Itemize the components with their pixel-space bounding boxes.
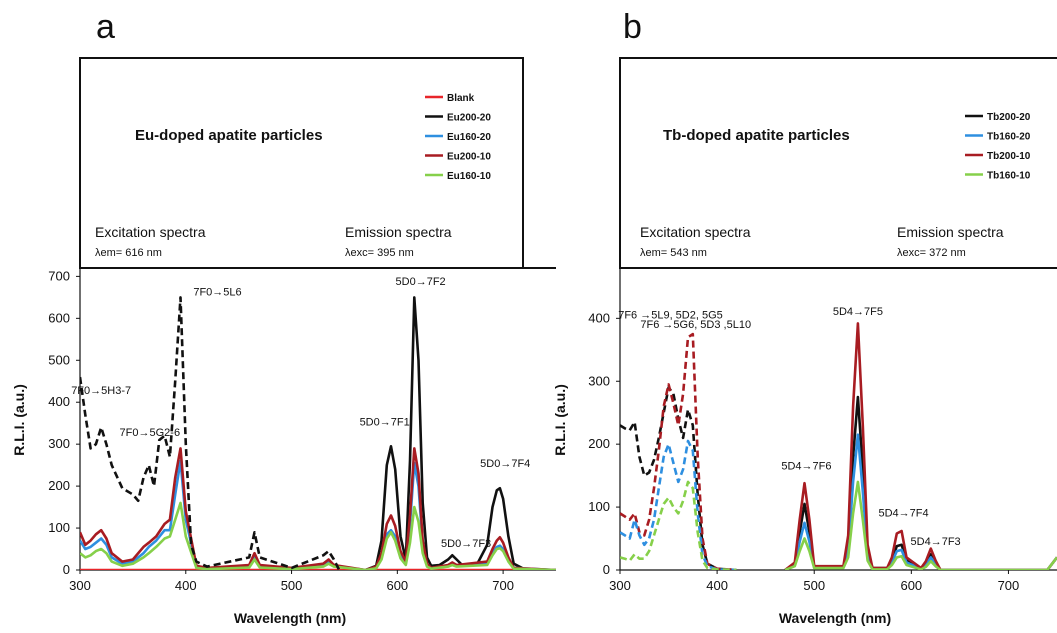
y-tick-label: 300 <box>588 373 610 388</box>
plot-area-b: 300 400 500 600 700 0 100 200 300 400 7F6 →5L9, 5D… <box>588 267 1057 593</box>
y-tick-label: 0 <box>63 562 70 577</box>
legend-entry: Tb160-20 <box>987 132 1031 143</box>
series-line <box>784 322 1057 570</box>
panel-a: Eu-doped apatite particles Excitation sp… <box>11 57 556 626</box>
legend-entry: Blank <box>447 93 475 104</box>
series-line <box>80 447 556 570</box>
peak-annotation: 7F0→5L6 <box>193 286 241 298</box>
y-tick-label: 600 <box>48 310 70 325</box>
peak-annotation: 7F0→5G2-6 <box>120 427 181 439</box>
y-tick-label: 200 <box>588 436 610 451</box>
excitation-sub-b: λem= 543 nm <box>640 247 707 259</box>
legend-entry: Eu200-10 <box>447 152 491 163</box>
excitation-sub-a: λem= 616 nm <box>95 247 162 259</box>
y-tick-label: 0 <box>603 562 610 577</box>
y-tick-label: 700 <box>48 268 70 283</box>
y-tick-label: 100 <box>588 499 610 514</box>
series-line <box>620 332 737 570</box>
emission-label-b: Emission spectra <box>897 224 1004 240</box>
legend-entry: Eu200-20 <box>447 113 491 124</box>
x-tick-label: 500 <box>281 578 303 593</box>
title-b: Tb-doped apatite particles <box>663 127 850 144</box>
x-axis-label-b: Wavelength (nm) <box>779 610 891 626</box>
legend-b: Tb200-20 Tb160-20 Tb200-10 Tb160-10 <box>965 112 1031 182</box>
series-line <box>784 480 1057 570</box>
peak-annotation: 7F6 →5L9, 5D2, 5G5 <box>618 309 723 321</box>
panel-b: Tb-doped apatite particles Excitation sp… <box>552 57 1057 626</box>
y-tick-label: 400 <box>48 394 70 409</box>
peak-annotation: 5D4→7F5 <box>833 306 883 318</box>
x-tick-label: 400 <box>706 578 728 593</box>
legend-entry: Eu160-10 <box>447 171 491 182</box>
peak-annotation: 5D0→7F3 <box>441 538 491 550</box>
series-line <box>80 296 341 570</box>
legend-a: Blank Eu200-20 Eu160-20 Eu200-10 Eu160-10 <box>425 93 491 182</box>
legend-entry: Tb200-20 <box>987 112 1031 123</box>
y-tick-label: 400 <box>588 310 610 325</box>
peak-annotation: 5D0→7F2 <box>396 276 446 288</box>
series-group <box>80 296 556 570</box>
emission-sub-a: λexc= 395 nm <box>345 247 414 259</box>
peak-annotation: 5D0→7F4 <box>480 458 530 470</box>
peak-annotation: 5D4→7F4 <box>878 508 928 520</box>
legend-entry: Eu160-20 <box>447 132 491 143</box>
legend-entry: Tb200-10 <box>987 151 1031 162</box>
title-a: Eu-doped apatite particles <box>135 127 323 144</box>
x-tick-label: 400 <box>175 578 197 593</box>
panel-letter-a: a <box>96 8 115 46</box>
series-line <box>365 296 556 570</box>
y-tick-label: 500 <box>48 352 70 367</box>
emission-sub-b: λexc= 372 nm <box>897 247 966 259</box>
x-tick-label: 300 <box>609 578 631 593</box>
series-group <box>620 322 1057 570</box>
excitation-label-a: Excitation spectra <box>95 224 206 240</box>
peak-annotation: 7F0→5H3-7 <box>71 385 131 397</box>
x-tick-label: 600 <box>900 578 922 593</box>
y-axis-label-b: R.L.I. (a.u.) <box>552 384 568 456</box>
emission-label-a: Emission spectra <box>345 224 452 240</box>
plot-area-a: 300 400 500 600 700 0 100 200 300 400 500 600 700 7F0… <box>48 267 556 593</box>
y-axis-label-a: R.L.I. (a.u.) <box>11 384 27 456</box>
peak-annotation: 7F6 →5G6, 5D3 ,5L10 <box>640 319 751 331</box>
x-tick-label: 300 <box>69 578 91 593</box>
y-tick-label: 200 <box>48 478 70 493</box>
y-tick-label: 300 <box>48 436 70 451</box>
peak-annotation: 5D4→7F3 <box>911 536 961 548</box>
panel-letter-b: b <box>623 8 642 46</box>
series-line <box>620 439 737 570</box>
series-line <box>784 433 1057 570</box>
excitation-label-b: Excitation spectra <box>640 224 751 240</box>
peak-annotation: 5D0→7F1 <box>360 416 410 428</box>
x-tick-label: 700 <box>492 578 514 593</box>
x-tick-label: 600 <box>386 578 408 593</box>
y-tick-label: 100 <box>48 520 70 535</box>
series-line <box>80 501 556 570</box>
x-tick-label: 700 <box>998 578 1020 593</box>
peak-annotation: 5D4→7F6 <box>781 460 831 472</box>
x-tick-label: 500 <box>803 578 825 593</box>
x-axis-label-a: Wavelength (nm) <box>234 610 346 626</box>
legend-entry: Tb160-10 <box>987 171 1031 182</box>
